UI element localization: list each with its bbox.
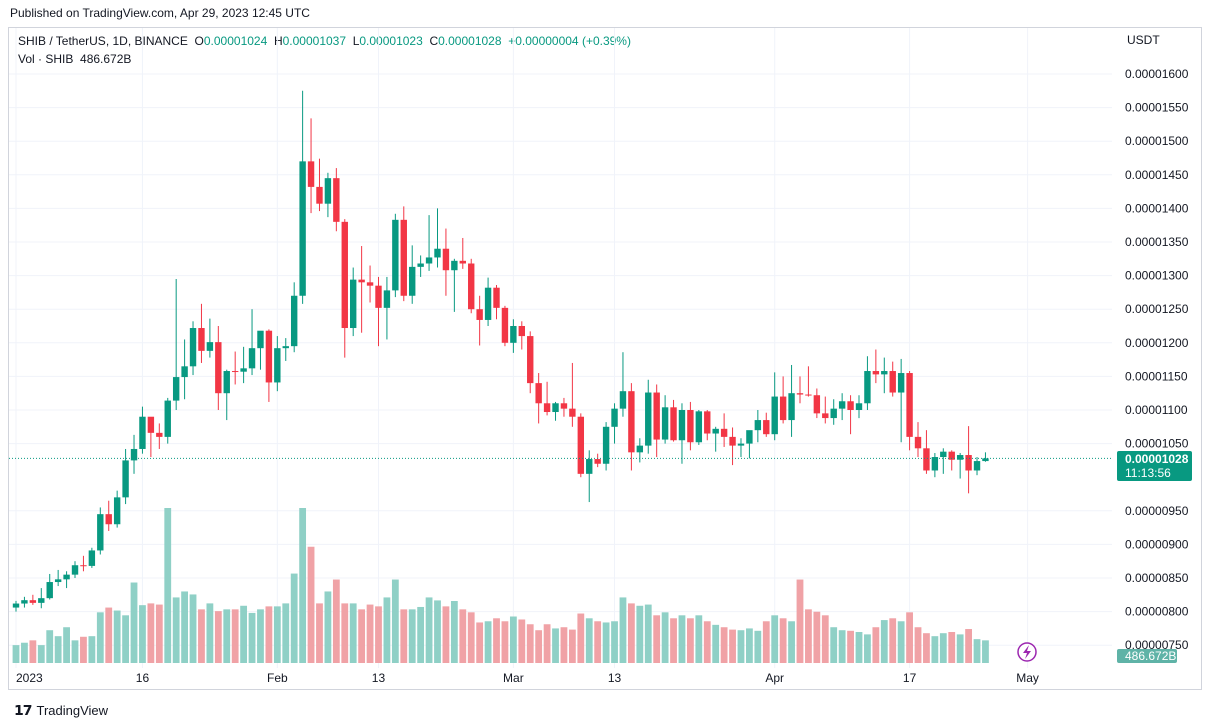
volume-legend: Vol · SHIB 486.672B — [18, 52, 131, 66]
volume-label[interactable]: Vol · SHIB — [18, 52, 74, 66]
open-value: 0.00001024 — [203, 34, 268, 48]
ohlc-legend: SHIB / TetherUS, 1D, BINANCE O0.00001024… — [18, 34, 631, 48]
high-value: 0.00001037 — [282, 34, 347, 48]
low-value: 0.00001023 — [359, 34, 423, 48]
close-label: C — [429, 34, 439, 48]
high-label: H — [273, 34, 283, 48]
published-caption: Published on TradingView.com, Apr 29, 20… — [10, 6, 310, 20]
low-label: L — [352, 34, 360, 48]
change-value: +0.00000004 (+0.39%) — [508, 34, 631, 48]
close-value: 0.00001028 — [438, 34, 502, 48]
volume-value: 486.672B — [80, 52, 132, 66]
symbol-label[interactable]: SHIB / TetherUS, 1D, BINANCE — [18, 34, 188, 48]
chart-frame[interactable] — [8, 27, 1202, 690]
footer-brand[interactable]: TradingView — [36, 703, 109, 718]
tradingview-logo-icon[interactable]: 𝟭𝟳 — [14, 702, 33, 718]
footer: 𝟭𝟳 TradingView — [14, 702, 108, 719]
open-label: O — [194, 34, 204, 48]
